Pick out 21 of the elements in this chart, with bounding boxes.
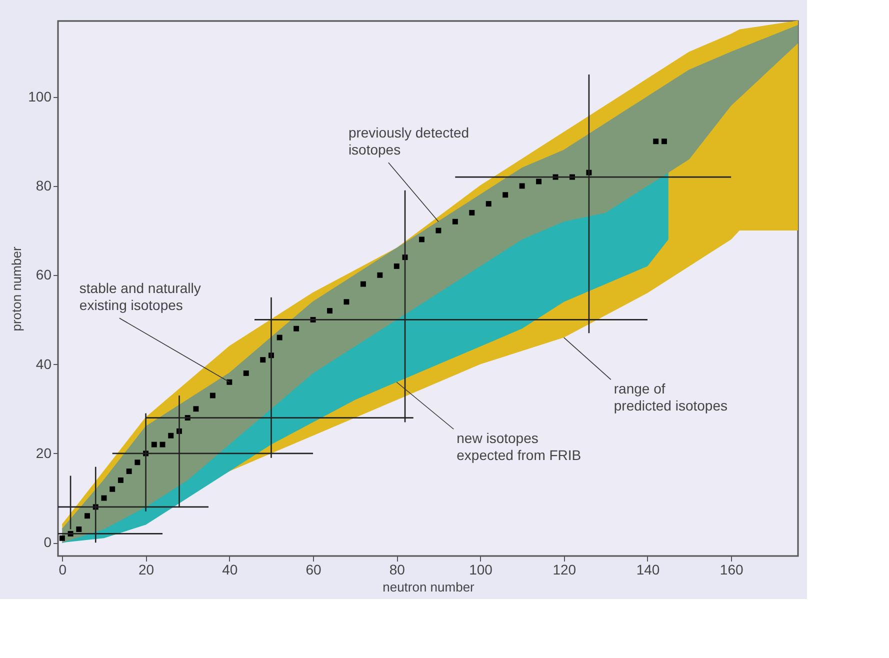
x-tick-label: 160 <box>720 562 744 578</box>
x-tick-label: 40 <box>222 562 238 578</box>
y-tick-label: 60 <box>36 266 52 283</box>
y-tick-label: 80 <box>36 177 52 194</box>
annotation: previously detected isotopes <box>348 124 470 158</box>
x-tick-label: 100 <box>469 562 493 578</box>
annotation: range of predicted isotopes <box>614 380 728 414</box>
x-tick-label: 140 <box>636 562 660 578</box>
y-tick-label: 100 <box>28 88 52 104</box>
y-tick-label: 40 <box>36 356 52 372</box>
y-tick-label: 20 <box>36 444 52 461</box>
x-tick-label: 20 <box>138 562 154 578</box>
x-axis-title: neutron number <box>382 580 476 594</box>
annotation: new isotopes expected from FRIB <box>456 430 582 464</box>
x-tick-label: 80 <box>389 562 406 578</box>
annotation: stable and naturally existing isotopes <box>79 280 201 314</box>
x-tick-label: 120 <box>552 562 576 578</box>
y-axis-title: proton number <box>9 246 24 332</box>
y-tick-label: 0 <box>44 534 52 550</box>
x-tick-label: 60 <box>306 562 322 578</box>
x-tick-label: 0 <box>58 562 67 578</box>
